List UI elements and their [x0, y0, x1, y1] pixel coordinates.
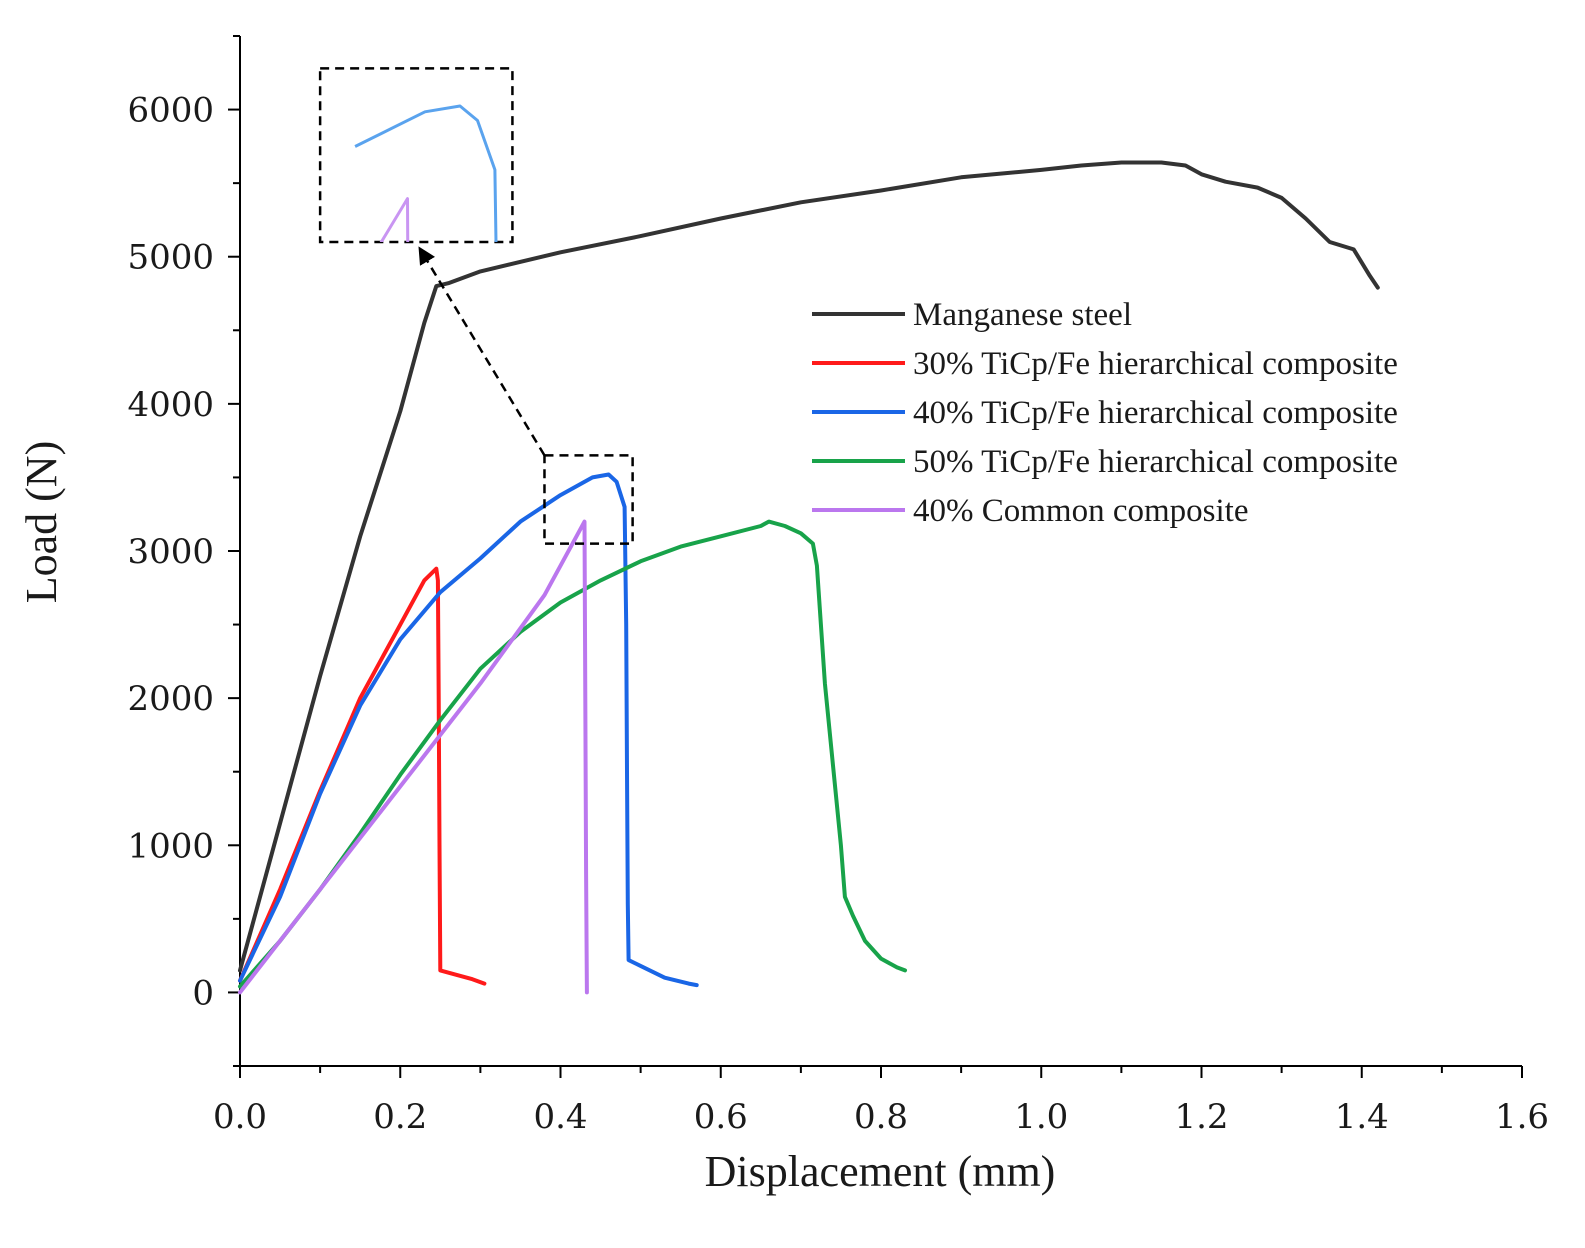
legend-label-3: 40% TiCp/Fe hierarchical composite — [913, 395, 1398, 431]
legend-label-2: 30% TiCp/Fe hierarchical composite — [913, 346, 1398, 382]
y-tick-label: 1000 — [127, 826, 214, 866]
y-tick-label: 5000 — [127, 238, 214, 278]
x-tick-label: 1.4 — [1335, 1097, 1389, 1137]
inset-magnified-view — [354, 104, 498, 242]
x-tick-label: 1.6 — [1495, 1097, 1549, 1137]
y-axis-title: Load (N) — [17, 441, 66, 604]
x-tick-label: 1.0 — [1014, 1097, 1068, 1137]
legend-label-1: Manganese steel — [913, 297, 1132, 333]
x-tick-label: 0.6 — [694, 1097, 748, 1137]
inset-series-line-3 — [354, 104, 498, 242]
series-line-3 — [238, 472, 699, 988]
zoom-annotations — [318, 67, 634, 545]
legend-label-4: 50% TiCp/Fe hierarchical composite — [913, 444, 1398, 480]
y-tick-label: 4000 — [127, 385, 214, 425]
legend: Manganese steel 30% TiCp/Fe hierarchical … — [812, 297, 1398, 529]
x-axis-title: Displacement (mm) — [705, 1147, 1056, 1196]
y-tick-label: 3000 — [127, 532, 214, 572]
y-axis-ticks: 0 1000 2000 3000 4000 5000 6000 — [127, 35, 240, 1067]
x-tick-label: 0.4 — [533, 1097, 587, 1137]
series-line-4 — [238, 519, 907, 989]
y-tick-label: 2000 — [127, 679, 214, 719]
x-tick-label: 0.2 — [373, 1097, 427, 1137]
dashed-zoom-box — [543, 454, 634, 545]
x-tick-label: 0.8 — [854, 1097, 908, 1137]
x-tick-label: 0.0 — [213, 1097, 267, 1137]
series-line-2 — [238, 566, 487, 986]
dashed-zoom-box — [318, 67, 514, 244]
x-axis-ticks: 0.0 0.2 0.4 0.6 0.8 1.0 1.2 1.4 1.6 — [213, 1066, 1549, 1137]
series-line-1 — [238, 160, 1380, 973]
legend-label-5: 40% Common composite — [913, 493, 1248, 529]
series-lines — [238, 160, 1380, 995]
y-tick-label: 0 — [192, 973, 214, 1013]
dashed-zoom-arrow — [418, 246, 546, 457]
series-line-5 — [238, 519, 589, 995]
inset-series-line-5 — [379, 197, 410, 242]
y-tick-label: 6000 — [127, 91, 214, 131]
x-tick-label: 1.2 — [1174, 1097, 1228, 1137]
